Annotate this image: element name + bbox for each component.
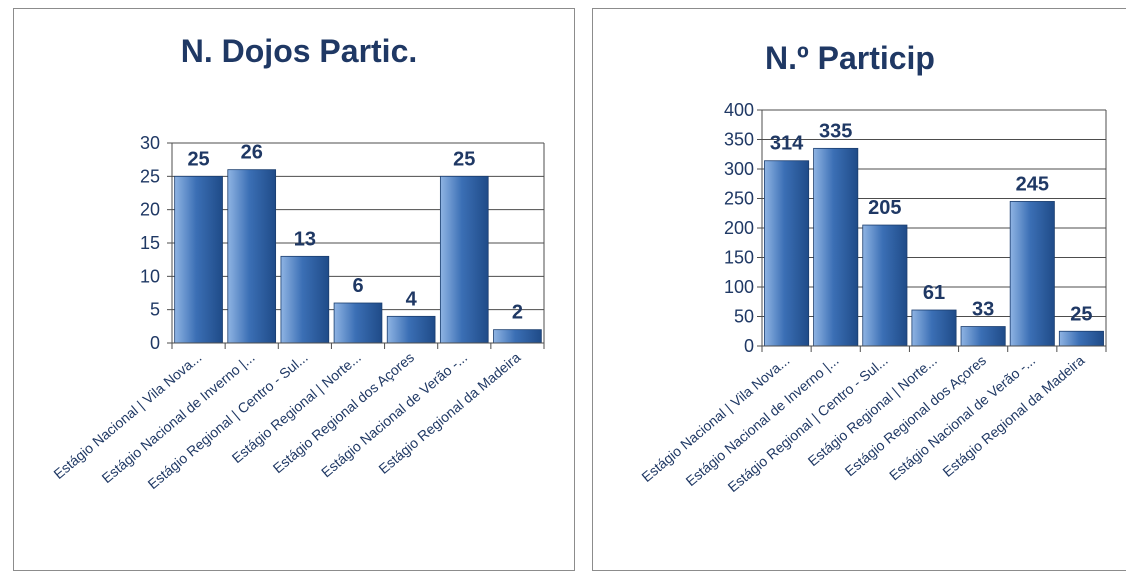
data-label: 33 xyxy=(972,299,994,321)
chart-title: N.º Particip xyxy=(765,40,935,76)
chart-participants: N.º Particip050100150200250300350400314E… xyxy=(638,40,1107,495)
bar xyxy=(493,329,542,344)
y-tick-label: 300 xyxy=(724,159,754,179)
bar xyxy=(911,309,957,347)
bar xyxy=(439,175,489,344)
data-label: 6 xyxy=(352,275,363,297)
y-tick-label: 20 xyxy=(140,200,160,220)
y-tick-label: 350 xyxy=(724,130,754,150)
y-tick-label: 200 xyxy=(724,218,754,238)
y-tick-label: 30 xyxy=(140,133,160,153)
data-label: 61 xyxy=(923,282,945,304)
bar xyxy=(280,255,330,344)
bar xyxy=(333,302,383,344)
data-label: 245 xyxy=(1016,173,1049,195)
bar xyxy=(862,224,908,347)
data-label: 25 xyxy=(187,148,209,170)
y-tick-label: 250 xyxy=(724,189,754,209)
bar xyxy=(764,160,810,347)
y-tick-label: 5 xyxy=(150,300,160,320)
y-tick-label: 400 xyxy=(724,100,754,120)
data-label: 4 xyxy=(406,288,418,310)
data-label: 13 xyxy=(294,228,316,250)
bar xyxy=(1058,330,1104,347)
data-label: 314 xyxy=(770,133,804,155)
chart-panel-dojos: N. Dojos Partic. 0 5 10 15 20 25 30 25 Estágio Na… xyxy=(13,8,575,571)
data-label: 2 xyxy=(512,302,523,324)
y-tick-label: 100 xyxy=(724,277,754,297)
bar xyxy=(386,315,436,344)
y-tick-label: 0 xyxy=(150,333,160,353)
bar xyxy=(227,169,277,344)
data-label: 25 xyxy=(453,148,475,170)
y-tick-label: 25 xyxy=(140,166,160,186)
data-label: 335 xyxy=(819,120,852,142)
data-label: 26 xyxy=(241,142,263,164)
y-tick-label: 50 xyxy=(734,307,754,327)
y-tick-label: 150 xyxy=(724,248,754,268)
y-tick-label: 15 xyxy=(140,233,160,253)
bar xyxy=(813,147,859,347)
chart-panel-participants: N.º Particip 0 50 100 150 200 250 300 350 400 314 E… xyxy=(592,8,1126,571)
data-label: 205 xyxy=(868,197,901,219)
bar xyxy=(174,175,223,344)
y-tick-label: 10 xyxy=(140,266,160,286)
bar xyxy=(960,326,1006,347)
data-label: 25 xyxy=(1070,303,1092,325)
bar xyxy=(1009,201,1055,347)
y-tick-label: 0 xyxy=(744,336,754,356)
chart-title: N. Dojos Partic. xyxy=(181,33,418,69)
